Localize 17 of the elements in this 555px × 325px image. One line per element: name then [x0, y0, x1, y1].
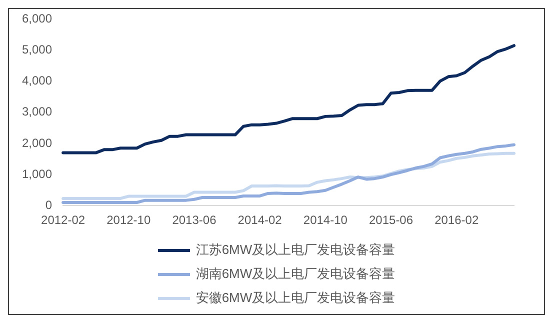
- legend-label: 湖南6MW及以上电厂发电设备容量: [196, 265, 396, 283]
- x-tick-label: 2013-06: [172, 213, 217, 228]
- x-tick-label: 2015-06: [368, 213, 414, 228]
- y-tick-label: 2,000: [22, 136, 52, 150]
- y-tick-label: 1,000: [22, 166, 52, 181]
- x-tick-label: 2014-10: [303, 213, 348, 228]
- legend-label: 安徽6MW及以上电厂发电设备容量: [196, 289, 396, 307]
- y-tick-label: 4,000: [22, 74, 52, 88]
- y-tick-label: 5,000: [22, 42, 52, 57]
- x-tick-label: 2012-10: [106, 213, 151, 228]
- y-tick-label: 3,000: [22, 104, 52, 119]
- x-tick-label: 2016-02: [434, 213, 479, 228]
- y-tick-label: 6,000: [22, 12, 52, 26]
- y-tick-label: 0: [45, 198, 52, 212]
- legend-label: 江苏6MW及以上电厂发电设备容量: [196, 241, 396, 259]
- x-tick-label: 2014-02: [238, 213, 282, 228]
- x-tick-label: 2012-02: [41, 213, 86, 228]
